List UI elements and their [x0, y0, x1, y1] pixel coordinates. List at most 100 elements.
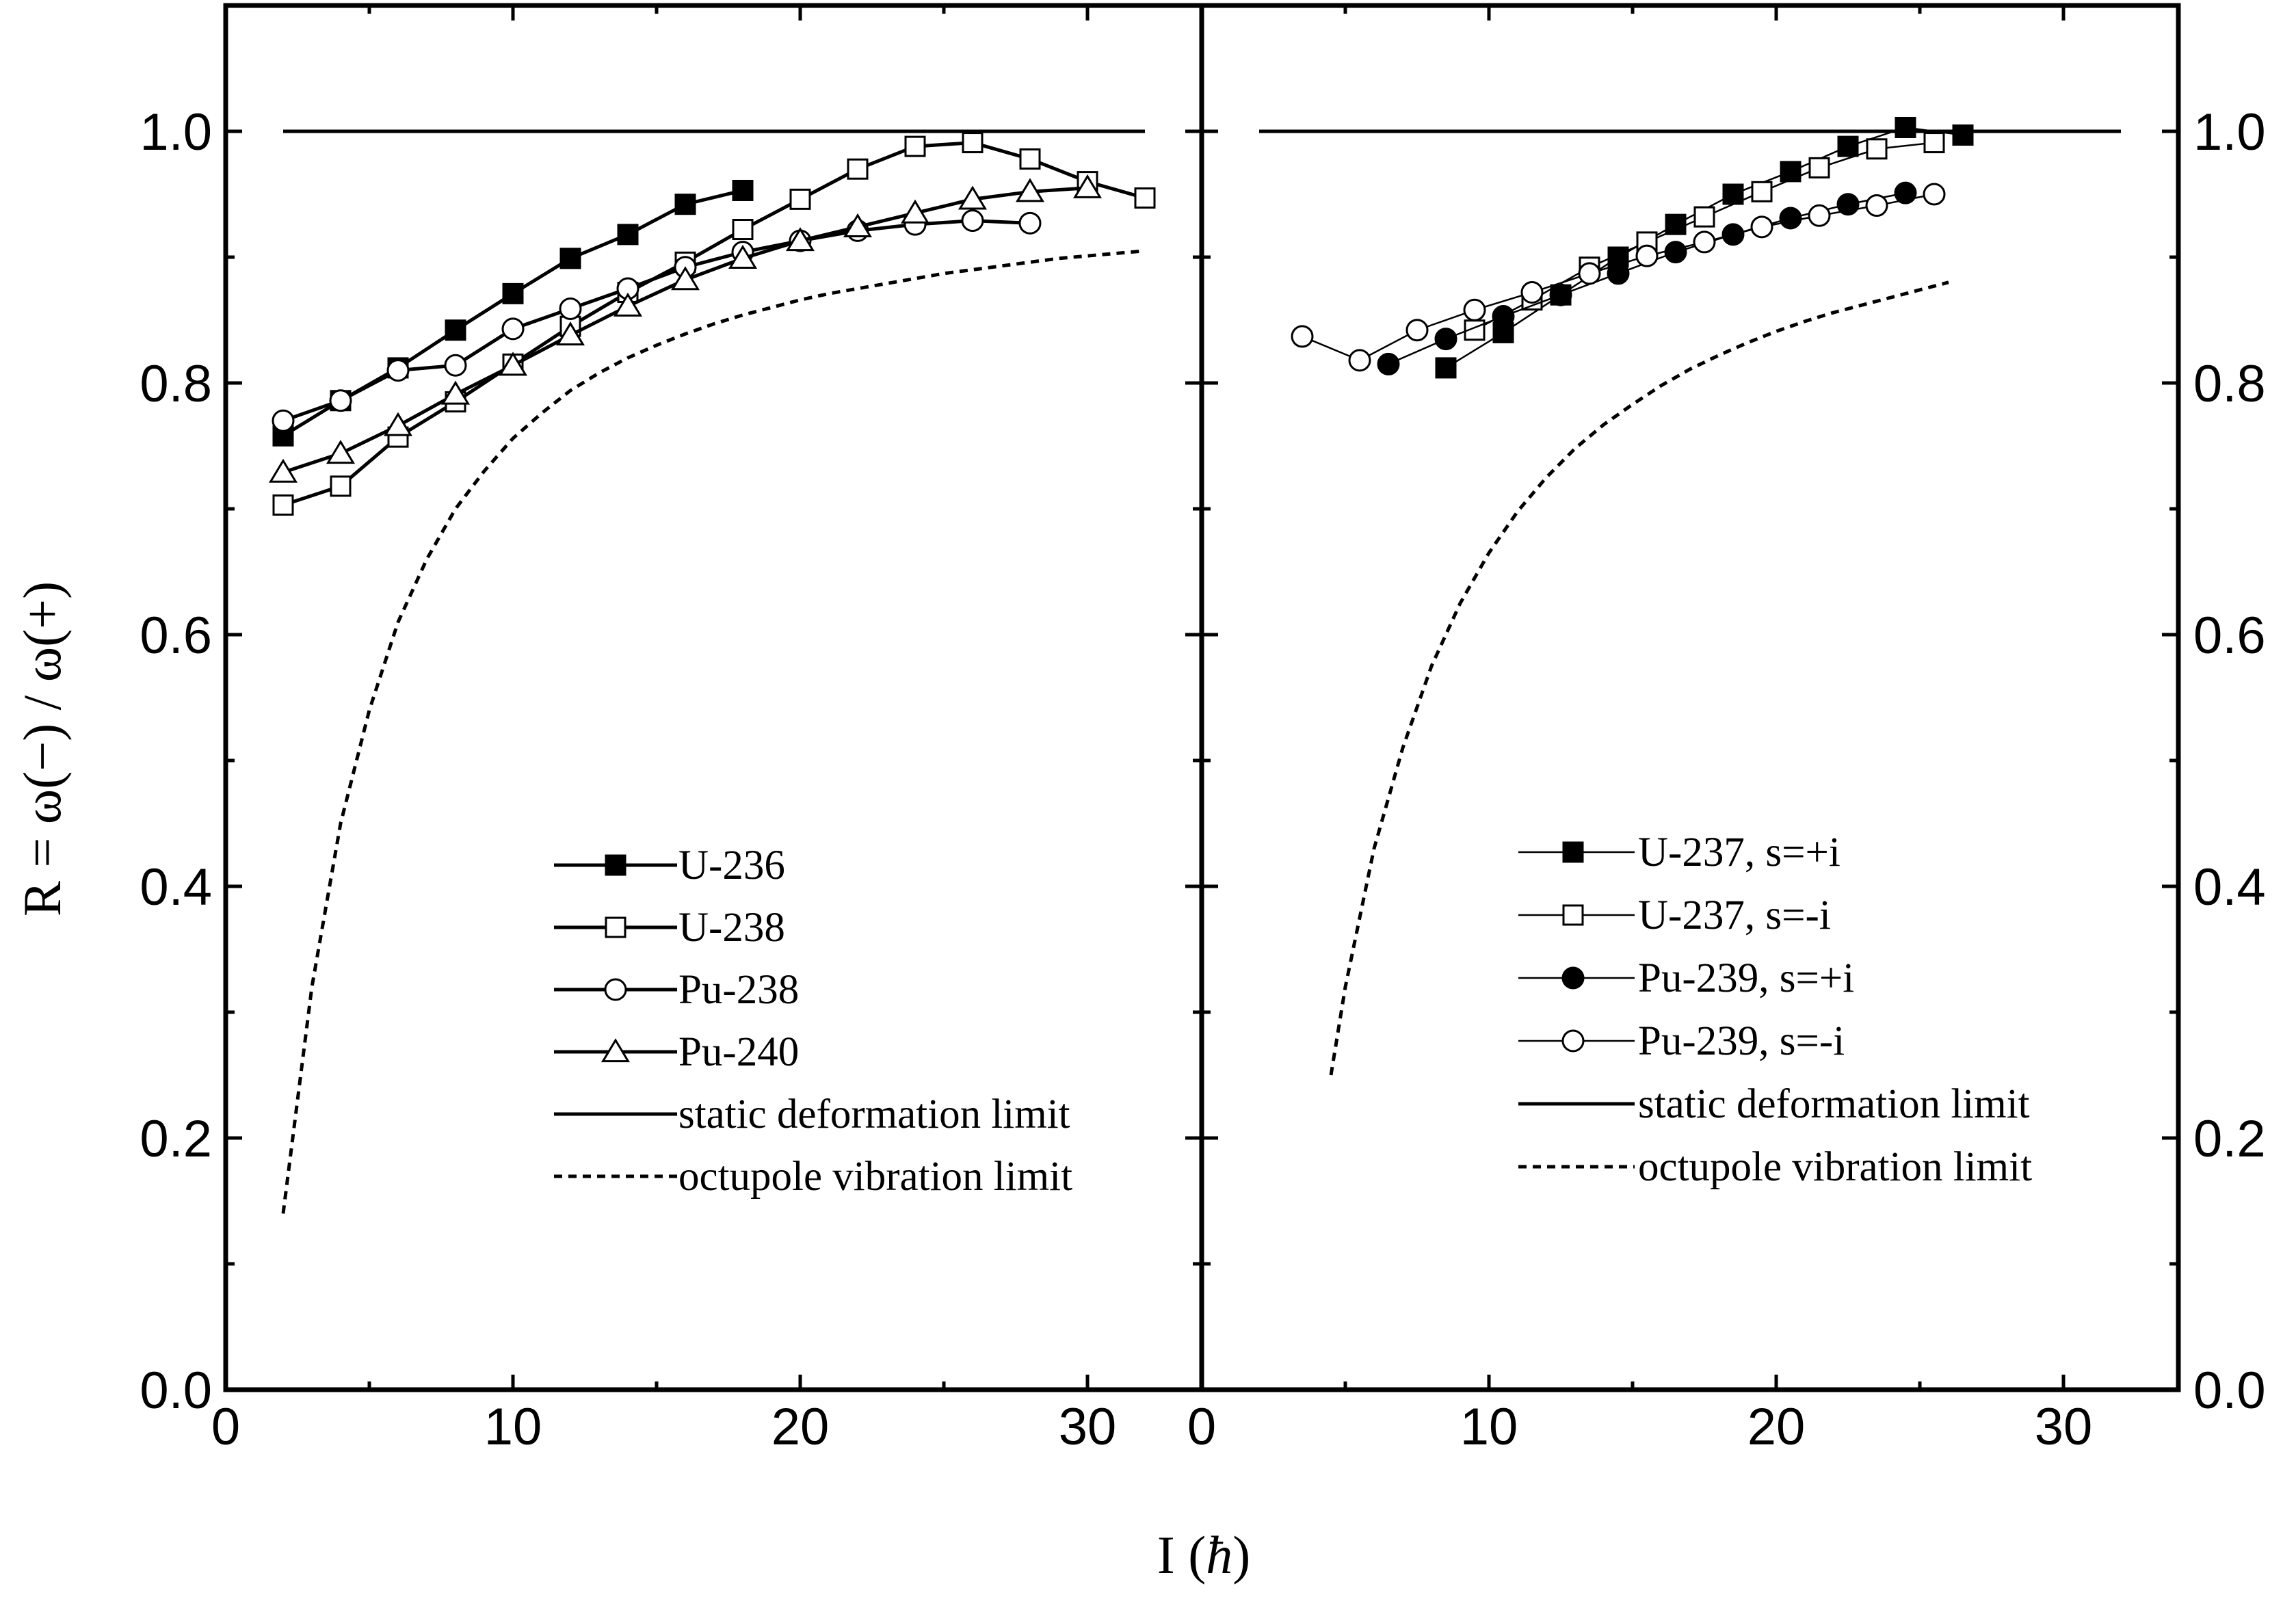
left-point-pu-240 [326, 440, 356, 464]
y-tick-label-left: 0.6 [140, 607, 212, 665]
left-point-pu-240 [498, 352, 528, 376]
left-point-u-238 [1134, 187, 1156, 209]
x-axis-title-suffix: ) [1232, 1525, 1250, 1585]
left-series-line-pu-238 [282, 219, 1031, 423]
left-point-u-236 [559, 248, 581, 269]
right-point-pu-239-s-i [1779, 207, 1802, 230]
left-legend-marker-u-236 [605, 854, 626, 876]
right-point-pu-239-s-i [1693, 230, 1716, 254]
left-point-u-236 [617, 224, 639, 246]
right-point-u-237-s-i [1751, 181, 1773, 202]
left-point-u-236 [502, 282, 524, 304]
left-point-pu-240 [613, 292, 643, 317]
left-x-tick-label: 20 [771, 1398, 830, 1456]
left-point-u-238 [732, 219, 754, 241]
y-tick-label-right: 0.6 [2193, 607, 2266, 665]
left-point-pu-238 [559, 297, 582, 320]
left-point-u-238 [330, 475, 352, 497]
left-point-u-238 [272, 494, 294, 516]
right-point-pu-239-s-i [1808, 204, 1831, 227]
right-point-pu-239-s-i [1377, 352, 1400, 375]
left-x-tick-label: 30 [1059, 1398, 1117, 1456]
left-point-u-238 [1019, 148, 1041, 170]
right-point-pu-239-s-i [1406, 319, 1429, 342]
right-point-pu-239-s-i [1434, 328, 1457, 351]
right-legend-label-u-237-s-i: U-237, s=-i [1638, 892, 1831, 938]
right-point-pu-239-s-i [1291, 325, 1314, 348]
y-tick-label-right: 1.0 [2193, 103, 2266, 161]
right-point-pu-239-s-i [1865, 194, 1888, 217]
x-axis-title-prefix: I ( [1157, 1525, 1206, 1585]
left-point-pu-238 [329, 389, 352, 412]
left-point-u-238 [789, 188, 811, 210]
left-x-tick-label: 0 [211, 1398, 240, 1456]
left-point-u-238 [904, 135, 926, 157]
left-point-pu-240 [1072, 174, 1103, 198]
left-point-pu-240 [728, 244, 758, 269]
right-point-u-237-s-i [1780, 161, 1802, 183]
left-series-line-u-236 [282, 189, 743, 438]
left-point-pu-240 [440, 380, 471, 405]
right-point-pu-239-s-i [1607, 262, 1630, 285]
left-point-pu-238 [386, 359, 410, 382]
right-point-pu-239-s-i [1348, 349, 1371, 372]
left-legend-marker-u-238 [605, 916, 626, 938]
left-point-u-236 [674, 194, 696, 215]
left-point-pu-240 [268, 458, 298, 483]
left-point-u-236 [732, 179, 754, 201]
left-point-pu-240 [555, 321, 585, 346]
left-legend-marker-pu-238 [604, 978, 627, 1001]
left-series-line-u-238 [282, 141, 1146, 507]
right-point-pu-239-s-i [1923, 183, 1946, 206]
right-point-pu-239-s-i [1492, 304, 1515, 328]
left-point-pu-240 [383, 412, 413, 436]
left-point-pu-238 [501, 317, 525, 341]
right-legend-marker-u-237-s-i [1562, 904, 1584, 926]
right-point-u-237-s-i [1435, 357, 1457, 379]
left-legend-label-pu-240: Pu-240 [678, 1029, 799, 1075]
y-tick-label-left: 0.0 [140, 1362, 212, 1420]
left-point-pu-240 [1015, 178, 1045, 202]
y-tick-label-right: 0.4 [2193, 858, 2266, 916]
right-point-u-237-s-i [1866, 138, 1888, 160]
right-legend-label-octupole-vibration-limit: octupole vibration limit [1638, 1144, 2032, 1190]
right-point-pu-239-s-i [1750, 215, 1773, 239]
right-legend-label-pu-239-s-i: Pu-239, s=+i [1638, 955, 1854, 1001]
left-point-pu-240 [670, 266, 700, 291]
right-point-u-237-s-i [1923, 132, 1945, 154]
y-tick-label-left: 0.8 [140, 355, 212, 413]
left-point-pu-238 [1018, 211, 1042, 235]
right-point-u-237-s-i [1693, 206, 1715, 228]
right-x-tick-label: 30 [2035, 1398, 2093, 1456]
right-legend-marker-u-237-s-i [1562, 841, 1584, 863]
y-tick-label-right: 0.2 [2193, 1110, 2266, 1168]
left-point-pu-240 [843, 213, 873, 237]
right-x-tick-label: 0 [1187, 1398, 1216, 1456]
right-legend-marker-pu-239-s-i [1561, 1029, 1585, 1053]
left-legend-label-static-deformation-limit: static deformation limit [678, 1092, 1070, 1137]
right-point-pu-239-s-i [1520, 281, 1544, 304]
right-point-pu-239-s-i [1549, 283, 1572, 306]
right-legend-marker-pu-239-s-i [1561, 966, 1585, 990]
right-point-pu-239-s-i [1664, 241, 1687, 264]
y-axis-title: R = ω(−) / ω(+) [12, 581, 72, 916]
left-point-u-238 [962, 132, 984, 154]
right-point-u-237-s-i [1665, 213, 1687, 235]
right-point-u-237-s-i [1952, 124, 1974, 146]
right-legend-label-static-deformation-limit: static deformation limit [1638, 1081, 2030, 1127]
right-point-pu-239-s-i [1463, 298, 1486, 321]
right-point-u-237-s-i [1837, 135, 1859, 157]
left-x-tick-label: 10 [484, 1398, 542, 1456]
left-point-pu-240 [785, 227, 815, 252]
left-point-pu-240 [958, 185, 988, 210]
right-point-pu-239-s-i [1578, 262, 1601, 285]
right-legend-label-pu-239-s-i: Pu-239, s=-i [1638, 1018, 1845, 1064]
left-octupole-vibration-limit-line [281, 249, 1146, 1214]
y-tick-label-right: 0.8 [2193, 355, 2266, 413]
right-plot-frame [1199, 3, 2181, 1392]
left-point-pu-238 [272, 409, 295, 432]
left-legend-label-pu-238: Pu-238 [678, 967, 799, 1013]
y-tick-label-left: 0.4 [140, 858, 212, 916]
left-point-u-238 [847, 158, 869, 180]
